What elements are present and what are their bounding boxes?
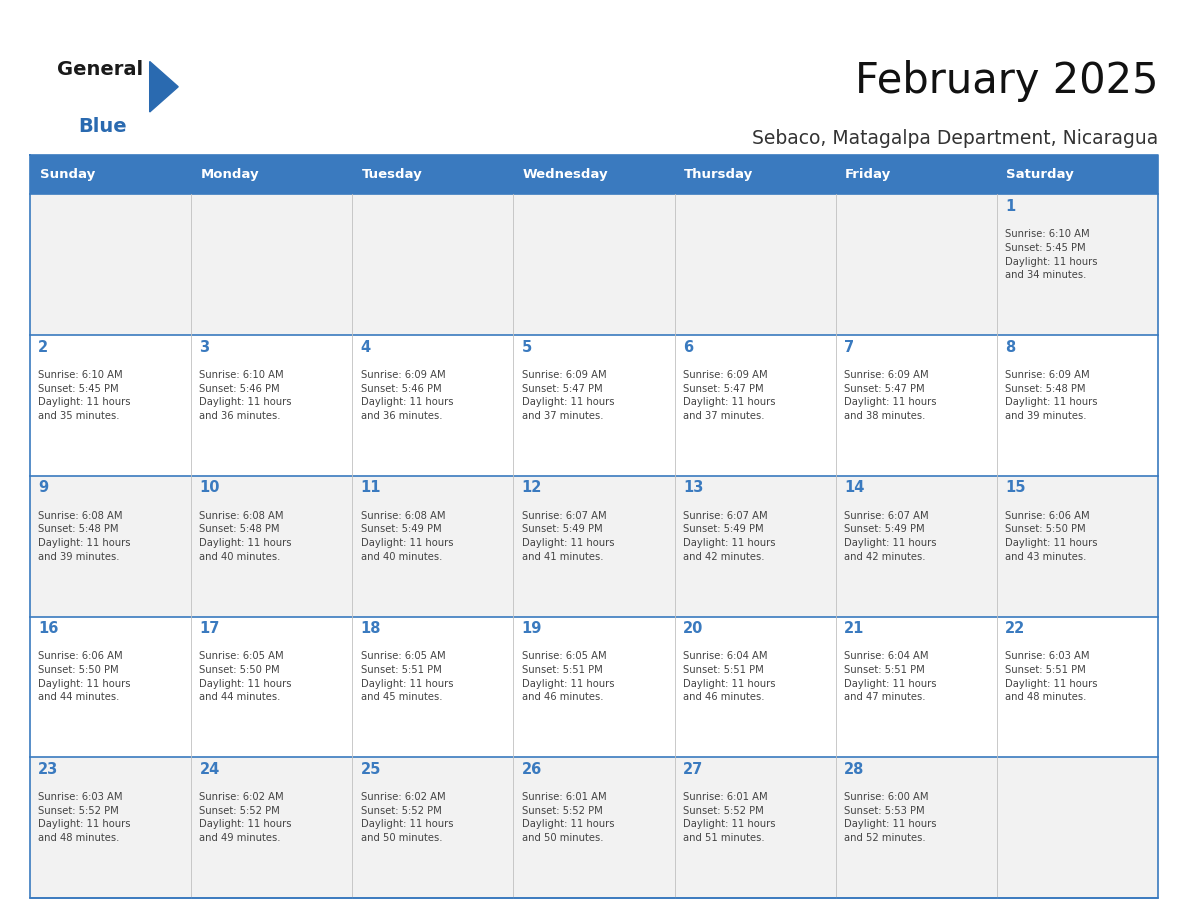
Text: Sunrise: 6:02 AM
Sunset: 5:52 PM
Daylight: 11 hours
and 49 minutes.: Sunrise: 6:02 AM Sunset: 5:52 PM Dayligh… [200,792,292,843]
Text: Sunrise: 6:09 AM
Sunset: 5:46 PM
Daylight: 11 hours
and 36 minutes.: Sunrise: 6:09 AM Sunset: 5:46 PM Dayligh… [361,370,453,420]
Text: 4: 4 [361,340,371,354]
Text: Sunrise: 6:09 AM
Sunset: 5:47 PM
Daylight: 11 hours
and 37 minutes.: Sunrise: 6:09 AM Sunset: 5:47 PM Dayligh… [683,370,776,420]
Bar [30,757,1158,898]
Text: 13: 13 [683,480,703,496]
Bar [997,155,1158,195]
Text: 25: 25 [361,762,381,777]
Text: 22: 22 [1005,621,1025,636]
Text: Sunrise: 6:09 AM
Sunset: 5:47 PM
Daylight: 11 hours
and 38 minutes.: Sunrise: 6:09 AM Sunset: 5:47 PM Dayligh… [843,370,936,420]
Text: Sunrise: 6:07 AM
Sunset: 5:49 PM
Daylight: 11 hours
and 42 minutes.: Sunrise: 6:07 AM Sunset: 5:49 PM Dayligh… [843,510,936,562]
Text: 26: 26 [522,762,542,777]
Text: Sunrise: 6:07 AM
Sunset: 5:49 PM
Daylight: 11 hours
and 42 minutes.: Sunrise: 6:07 AM Sunset: 5:49 PM Dayligh… [683,510,776,562]
Text: Blue: Blue [78,117,127,136]
Text: Friday: Friday [845,168,891,181]
Bar [835,155,997,195]
Text: 3: 3 [200,340,209,354]
Text: 8: 8 [1005,340,1016,354]
Text: 17: 17 [200,621,220,636]
Text: Sunrise: 6:06 AM
Sunset: 5:50 PM
Daylight: 11 hours
and 43 minutes.: Sunrise: 6:06 AM Sunset: 5:50 PM Dayligh… [1005,510,1098,562]
Text: 16: 16 [38,621,58,636]
Bar [675,155,835,195]
Text: Sunrise: 6:08 AM
Sunset: 5:48 PM
Daylight: 11 hours
and 40 minutes.: Sunrise: 6:08 AM Sunset: 5:48 PM Dayligh… [200,510,292,562]
Text: Sunrise: 6:03 AM
Sunset: 5:51 PM
Daylight: 11 hours
and 48 minutes.: Sunrise: 6:03 AM Sunset: 5:51 PM Dayligh… [1005,652,1098,702]
Text: Tuesday: Tuesday [362,168,423,181]
Bar [353,155,513,195]
Text: 19: 19 [522,621,542,636]
Bar [191,155,353,195]
Bar [30,335,1158,476]
Text: Sunrise: 6:10 AM
Sunset: 5:46 PM
Daylight: 11 hours
and 36 minutes.: Sunrise: 6:10 AM Sunset: 5:46 PM Dayligh… [200,370,292,420]
Text: General: General [57,60,143,79]
Text: Sunrise: 6:05 AM
Sunset: 5:51 PM
Daylight: 11 hours
and 46 minutes.: Sunrise: 6:05 AM Sunset: 5:51 PM Dayligh… [522,652,614,702]
Text: Sunrise: 6:05 AM
Sunset: 5:50 PM
Daylight: 11 hours
and 44 minutes.: Sunrise: 6:05 AM Sunset: 5:50 PM Dayligh… [200,652,292,702]
Text: Saturday: Saturday [1006,168,1074,181]
Bar [30,617,1158,757]
Text: Sunrise: 6:03 AM
Sunset: 5:52 PM
Daylight: 11 hours
and 48 minutes.: Sunrise: 6:03 AM Sunset: 5:52 PM Dayligh… [38,792,131,843]
Text: Wednesday: Wednesday [523,168,608,181]
Text: Sunday: Sunday [39,168,95,181]
Bar [513,155,675,195]
Text: 5: 5 [522,340,532,354]
Text: Sunrise: 6:09 AM
Sunset: 5:48 PM
Daylight: 11 hours
and 39 minutes.: Sunrise: 6:09 AM Sunset: 5:48 PM Dayligh… [1005,370,1098,420]
Text: Sunrise: 6:00 AM
Sunset: 5:53 PM
Daylight: 11 hours
and 52 minutes.: Sunrise: 6:00 AM Sunset: 5:53 PM Dayligh… [843,792,936,843]
Text: February 2025: February 2025 [855,60,1158,102]
Text: 2: 2 [38,340,49,354]
Text: 11: 11 [361,480,381,496]
Text: Sunrise: 6:08 AM
Sunset: 5:49 PM
Daylight: 11 hours
and 40 minutes.: Sunrise: 6:08 AM Sunset: 5:49 PM Dayligh… [361,510,453,562]
Text: 12: 12 [522,480,542,496]
Text: Sunrise: 6:10 AM
Sunset: 5:45 PM
Daylight: 11 hours
and 35 minutes.: Sunrise: 6:10 AM Sunset: 5:45 PM Dayligh… [38,370,131,420]
Text: 28: 28 [843,762,865,777]
Text: Sunrise: 6:01 AM
Sunset: 5:52 PM
Daylight: 11 hours
and 50 minutes.: Sunrise: 6:01 AM Sunset: 5:52 PM Dayligh… [522,792,614,843]
Text: Sunrise: 6:07 AM
Sunset: 5:49 PM
Daylight: 11 hours
and 41 minutes.: Sunrise: 6:07 AM Sunset: 5:49 PM Dayligh… [522,510,614,562]
Polygon shape [150,62,178,112]
Text: 7: 7 [843,340,854,354]
Text: 20: 20 [683,621,703,636]
Text: Sunrise: 6:04 AM
Sunset: 5:51 PM
Daylight: 11 hours
and 46 minutes.: Sunrise: 6:04 AM Sunset: 5:51 PM Dayligh… [683,652,776,702]
Text: 1: 1 [1005,199,1016,214]
Text: Sebaco, Matagalpa Department, Nicaragua: Sebaco, Matagalpa Department, Nicaragua [752,129,1158,148]
Text: 21: 21 [843,621,865,636]
Text: Thursday: Thursday [684,168,753,181]
Bar [30,195,1158,335]
Text: 23: 23 [38,762,58,777]
Text: Sunrise: 6:10 AM
Sunset: 5:45 PM
Daylight: 11 hours
and 34 minutes.: Sunrise: 6:10 AM Sunset: 5:45 PM Dayligh… [1005,230,1098,280]
Text: 6: 6 [683,340,693,354]
Text: Sunrise: 6:06 AM
Sunset: 5:50 PM
Daylight: 11 hours
and 44 minutes.: Sunrise: 6:06 AM Sunset: 5:50 PM Dayligh… [38,652,131,702]
Text: Sunrise: 6:02 AM
Sunset: 5:52 PM
Daylight: 11 hours
and 50 minutes.: Sunrise: 6:02 AM Sunset: 5:52 PM Dayligh… [361,792,453,843]
Text: Sunrise: 6:05 AM
Sunset: 5:51 PM
Daylight: 11 hours
and 45 minutes.: Sunrise: 6:05 AM Sunset: 5:51 PM Dayligh… [361,652,453,702]
Text: 18: 18 [361,621,381,636]
Bar [30,155,191,195]
Text: 27: 27 [683,762,703,777]
Text: 9: 9 [38,480,49,496]
Text: Sunrise: 6:01 AM
Sunset: 5:52 PM
Daylight: 11 hours
and 51 minutes.: Sunrise: 6:01 AM Sunset: 5:52 PM Dayligh… [683,792,776,843]
Text: 24: 24 [200,762,220,777]
Text: Sunrise: 6:09 AM
Sunset: 5:47 PM
Daylight: 11 hours
and 37 minutes.: Sunrise: 6:09 AM Sunset: 5:47 PM Dayligh… [522,370,614,420]
Text: Sunrise: 6:04 AM
Sunset: 5:51 PM
Daylight: 11 hours
and 47 minutes.: Sunrise: 6:04 AM Sunset: 5:51 PM Dayligh… [843,652,936,702]
Bar [30,476,1158,617]
Text: 10: 10 [200,480,220,496]
Text: Sunrise: 6:08 AM
Sunset: 5:48 PM
Daylight: 11 hours
and 39 minutes.: Sunrise: 6:08 AM Sunset: 5:48 PM Dayligh… [38,510,131,562]
Text: 15: 15 [1005,480,1025,496]
Text: Monday: Monday [201,168,259,181]
Text: 14: 14 [843,480,865,496]
